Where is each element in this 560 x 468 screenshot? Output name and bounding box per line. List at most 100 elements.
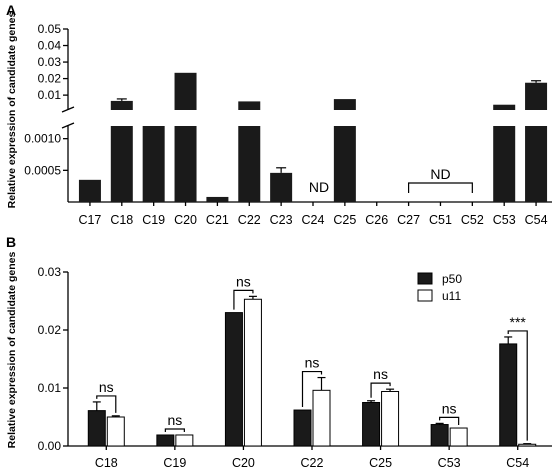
panel-b-significance-bracket	[507, 330, 528, 441]
panel-a-bar-c23	[270, 172, 293, 202]
panel-b-significance-label: ns	[167, 412, 182, 428]
panel-a-bar-c18-lower	[110, 126, 133, 202]
panel-a-upper-tick-label: 0.01	[38, 88, 62, 102]
panel-a-bar-c53-lower	[493, 126, 516, 202]
panel-b-legend: p50 u11	[417, 272, 462, 303]
panel-a-category-c23: C23	[270, 213, 293, 227]
panel-a-bar-c17	[78, 179, 101, 202]
panel-b-significance-label: ns	[442, 400, 457, 416]
panel-a-category-c27: C27	[397, 213, 420, 227]
panel-b-tick-label: 0.03	[38, 265, 62, 279]
panel-a-category-c20: C20	[174, 213, 197, 227]
panel-b-bar-u11-c20	[243, 298, 262, 447]
panel-a-upper-tick-label: 0.03	[38, 55, 62, 69]
panel-b-ticks: 0.00 0.01 0.02 0.03	[38, 265, 68, 453]
legend-swatch-u11	[417, 289, 433, 302]
panel-a-category-c21: C21	[206, 213, 229, 227]
panel-a-bar-c25-lower	[333, 126, 356, 202]
panel-a-bar-c21	[206, 196, 229, 202]
panel-b-category-c20: C20	[232, 456, 255, 468]
panel-b-significance-bracket	[96, 395, 117, 413]
panel-a-category-c19: C19	[142, 213, 165, 227]
panel-a-category-labels: C17 C18 C19 C20 C21 C22 C23 C24 C25 C26 C27 C51 C52 C…	[78, 202, 548, 227]
panel-b-bar-p50-c18	[87, 410, 106, 447]
panel-b-bar-p50-c53	[430, 424, 449, 447]
panel-b-bar-u11-c18	[106, 416, 125, 447]
panel-a-category-c24: C24	[302, 213, 325, 227]
panel-a-category-c25: C25	[333, 213, 356, 227]
panel-b-label: B	[6, 234, 16, 250]
panel-a-category-c18: C18	[110, 213, 133, 227]
panel-a-bar-c53-upper	[493, 104, 516, 110]
panel-a-nd-label: ND	[430, 166, 450, 182]
panel-b-significance-label: ns	[99, 379, 114, 395]
panel-a-axis-break-bottom	[61, 122, 75, 129]
panel-b-significance-bracket	[439, 416, 460, 426]
panel-a-lower-tick-label: 0.0005	[24, 163, 61, 177]
panel-b-bar-u11-c54	[518, 443, 537, 447]
panel-b-significance-bracket	[164, 428, 185, 432]
panel-a-category-c54: C54	[525, 213, 548, 227]
panel-b-tick-label: 0.02	[38, 323, 62, 337]
panel-b-bar-u11-c53	[449, 427, 468, 447]
panel-a-axis-break-top	[61, 106, 75, 113]
panel-a-y-axis-label: Relative expression of candidate genes	[6, 12, 18, 209]
panel-b-category-labels: C18 C19 C20 C22 C25 C53 C54	[95, 446, 529, 468]
panel-a-bar-c25-upper	[333, 99, 356, 110]
panel-b-bar-p50-c25	[362, 402, 381, 447]
panel-a-bar-c18-upper	[110, 100, 133, 110]
panel-b-tick-label: 0.01	[38, 381, 62, 395]
panel-b-y-axis-label: Relative expression of candidate genes	[6, 252, 18, 449]
panel-b-significance-label: ns	[373, 366, 388, 382]
panel-a-bar-c54-lower	[525, 126, 548, 202]
panel-b-category-c22: C22	[301, 456, 324, 468]
panel-a-label: A	[6, 2, 16, 18]
panel-b-category-c54: C54	[506, 456, 529, 468]
panel-a-bar-c20-upper	[174, 72, 197, 110]
panel-a-bar-c22-upper	[238, 101, 261, 110]
panel-b-bar-u11-c22	[312, 389, 331, 447]
panel-a-lower-tick-label: 0.0010	[24, 132, 61, 146]
panel-a-nd-label: ND	[309, 179, 329, 195]
panel-a-bars	[78, 72, 548, 202]
legend-label-p50: p50	[442, 272, 462, 286]
panel-b-category-c18: C18	[95, 456, 118, 468]
panel-a-lower-ticks: 0.0005 0.0010	[24, 132, 68, 177]
panel-b-significance-bracket	[370, 382, 391, 398]
panel-a-category-c22: C22	[238, 213, 261, 227]
panel-b-bar-p50-c22	[293, 409, 312, 447]
legend-swatch-p50	[417, 272, 433, 285]
panel-a-annotations: ND ND	[309, 166, 473, 195]
legend-label-u11: u11	[442, 289, 461, 303]
panel-a-nd-bracket	[408, 182, 473, 193]
panel-a-category-c53: C53	[493, 213, 516, 227]
panel-a-upper-tick-label: 0.02	[38, 72, 62, 86]
panel-b-bar-u11-c19	[175, 434, 194, 447]
panel-b-significance-label: ***	[510, 314, 527, 330]
panel-b-bars	[87, 295, 537, 447]
panel-b-bar-p50-c20	[224, 312, 243, 447]
panel-b-significance-label: ns	[305, 355, 320, 371]
panel-b-bar-p50-c54	[499, 343, 518, 447]
panel-b-bar-p50-c19	[156, 434, 175, 447]
panel-a-bar-c54-upper	[525, 82, 548, 110]
panel-b-significance-bracket	[301, 370, 323, 408]
panel-a-bar-c20-lower	[174, 126, 197, 202]
panel-a-upper-ticks: 0.01 0.02 0.03 0.04 0.05	[38, 22, 68, 102]
panel-b-bar-u11-c25	[381, 390, 400, 447]
panel-a-upper-tick-label: 0.05	[38, 22, 62, 36]
panel-b-significance-label: ns	[236, 273, 251, 289]
panel-b-tick-label: 0.00	[38, 439, 62, 453]
panel-a-category-c51: C51	[429, 213, 452, 227]
panel-b-significance: ns ns ns ns ns ns ***	[96, 273, 528, 441]
panel-b-category-c25: C25	[369, 456, 392, 468]
panel-a-category-c26: C26	[365, 213, 388, 227]
panel-b-significance-bracket	[233, 289, 254, 310]
panel-a-upper-tick-label: 0.04	[38, 39, 62, 53]
panel-a-bar-c19	[142, 126, 165, 202]
panel-a-bar-c22-lower	[238, 126, 261, 202]
panel-b-category-c19: C19	[163, 456, 186, 468]
panel-a-category-c17: C17	[78, 213, 101, 227]
